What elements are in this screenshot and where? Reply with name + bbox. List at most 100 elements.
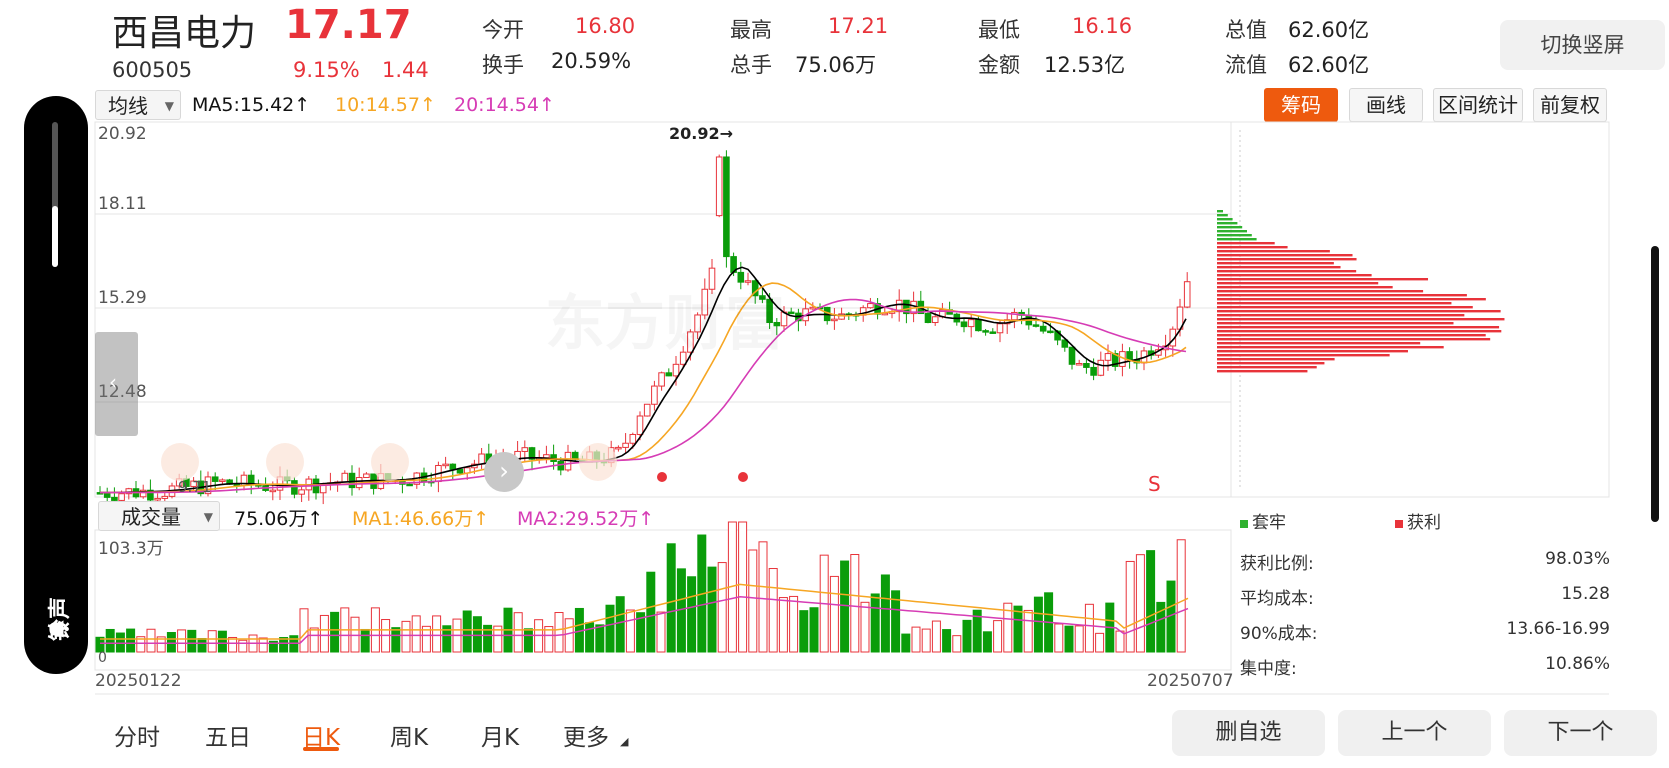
remove-watchlist-button[interactable]: 删自选 bbox=[1172, 710, 1325, 756]
volume-bar bbox=[1013, 605, 1023, 653]
volume-thumb[interactable] bbox=[52, 206, 58, 267]
candle bbox=[1018, 309, 1025, 325]
volume-bar bbox=[1156, 601, 1166, 653]
volume-bar bbox=[1033, 596, 1043, 653]
tab-five-day[interactable]: 五日 bbox=[205, 725, 251, 751]
volume-bar bbox=[258, 637, 268, 653]
candle bbox=[1111, 350, 1119, 371]
candle bbox=[1047, 323, 1054, 334]
volume-bar bbox=[391, 627, 401, 653]
float-cap-label: 流值 bbox=[1225, 53, 1267, 77]
chip-bar bbox=[1217, 214, 1228, 217]
volume-bar bbox=[952, 635, 962, 653]
candle bbox=[341, 470, 349, 483]
volume-bar bbox=[156, 636, 166, 653]
tab-weekly-k[interactable]: 周K bbox=[390, 725, 429, 751]
chip-bar bbox=[1217, 282, 1379, 285]
volume-bar bbox=[1095, 632, 1105, 653]
volume-bar bbox=[605, 604, 615, 653]
candle bbox=[132, 481, 140, 499]
event-marker[interactable] bbox=[579, 443, 617, 481]
stat-avg-cost: 平均成本: 15.28 bbox=[1240, 584, 1610, 609]
chip-bar bbox=[1217, 286, 1393, 289]
legend-red-swatch bbox=[1395, 520, 1403, 528]
stock-code: 600505 bbox=[112, 58, 193, 82]
candle bbox=[478, 447, 485, 469]
volume-bar bbox=[442, 625, 452, 653]
volume-track[interactable] bbox=[52, 122, 58, 267]
volume-value: 75.06万 bbox=[795, 53, 877, 77]
stat-value: 15.28 bbox=[1561, 584, 1610, 604]
float-cap-value: 62.60亿 bbox=[1288, 53, 1370, 77]
volume-bar bbox=[993, 620, 1003, 653]
candle bbox=[312, 474, 320, 500]
candle bbox=[622, 433, 629, 454]
event-marker[interactable] bbox=[266, 443, 304, 481]
volume-bar bbox=[279, 637, 289, 653]
ma-selector[interactable]: 均线 ▼ bbox=[95, 90, 181, 120]
candle bbox=[679, 346, 687, 368]
legend-profit-label: 获利 bbox=[1407, 513, 1441, 533]
chip-bar bbox=[1217, 306, 1473, 309]
chip-bar bbox=[1217, 234, 1252, 237]
tab-daily-k[interactable]: 日K bbox=[302, 725, 341, 751]
tab-monthly-k[interactable]: 月K bbox=[481, 725, 520, 751]
low-price-label: 9.71 bbox=[178, 478, 212, 496]
candle bbox=[636, 411, 644, 441]
legend-profit: 获利 bbox=[1395, 508, 1441, 533]
ringtone-pill[interactable]: 铃声 bbox=[24, 96, 88, 674]
volume-bar bbox=[187, 629, 197, 653]
volume-bar bbox=[860, 601, 870, 653]
chip-bar bbox=[1217, 326, 1500, 329]
chip-bar bbox=[1217, 302, 1452, 305]
chip-bar bbox=[1217, 278, 1429, 281]
right-scrollbar[interactable] bbox=[1651, 246, 1659, 522]
candle bbox=[1147, 345, 1155, 360]
turnover-label: 换手 bbox=[482, 53, 524, 77]
candle bbox=[924, 306, 932, 324]
volume-selector[interactable]: 成交量 ▼ bbox=[98, 501, 220, 531]
volume-ma2: MA2:29.52万↑ bbox=[517, 508, 655, 530]
low-label: 最低 bbox=[978, 18, 1020, 42]
draw-line-button[interactable]: 画线 bbox=[1349, 88, 1423, 122]
bell-icon bbox=[49, 620, 69, 638]
previous-button[interactable]: 上一个 bbox=[1338, 710, 1491, 756]
stat-90-cost: 90%成本: 13.66-16.99 bbox=[1240, 619, 1610, 644]
chip-bar bbox=[1217, 318, 1505, 321]
volume-bar bbox=[228, 636, 238, 653]
stat-concentration: 集中度: 10.86% bbox=[1240, 654, 1610, 679]
chip-bar bbox=[1217, 270, 1357, 273]
volume-bar bbox=[126, 628, 136, 653]
volume-bar bbox=[1074, 625, 1084, 653]
forward-adjust-button[interactable]: 前复权 bbox=[1533, 88, 1607, 122]
chips-button[interactable]: 筹码 bbox=[1264, 88, 1338, 122]
volume-bar bbox=[687, 576, 697, 653]
range-stats-button[interactable]: 区间统计 bbox=[1433, 88, 1523, 122]
tab-more[interactable]: 更多 bbox=[563, 725, 609, 751]
next-button[interactable]: 下一个 bbox=[1504, 710, 1657, 756]
volume-bar bbox=[1115, 630, 1125, 653]
caret-down-icon: ▼ bbox=[164, 99, 174, 113]
event-marker[interactable] bbox=[161, 443, 199, 481]
event-marker[interactable] bbox=[371, 443, 409, 481]
candle bbox=[737, 261, 745, 290]
candle bbox=[442, 456, 449, 469]
y-tick-3: 15.29 bbox=[98, 288, 147, 308]
volume-bar bbox=[636, 612, 646, 653]
chevron-right-icon[interactable]: › bbox=[484, 452, 524, 492]
active-tab-indicator bbox=[303, 747, 339, 751]
volume-bar bbox=[483, 624, 493, 653]
tab-intraday[interactable]: 分时 bbox=[114, 725, 160, 751]
chip-bar bbox=[1217, 274, 1372, 277]
volume-bar bbox=[207, 630, 217, 653]
watermark: 东方财富 bbox=[545, 275, 785, 362]
pan-left-handle[interactable]: ‹ bbox=[95, 332, 138, 436]
switch-portrait-button[interactable]: 切换竖屏 bbox=[1500, 20, 1665, 70]
sell-signal-marker[interactable]: S bbox=[1148, 472, 1161, 496]
candle bbox=[838, 307, 845, 320]
chevron-left-icon: ‹ bbox=[109, 370, 117, 394]
chip-bar bbox=[1217, 290, 1424, 293]
candle bbox=[1061, 339, 1069, 352]
volume-bar bbox=[738, 521, 748, 653]
